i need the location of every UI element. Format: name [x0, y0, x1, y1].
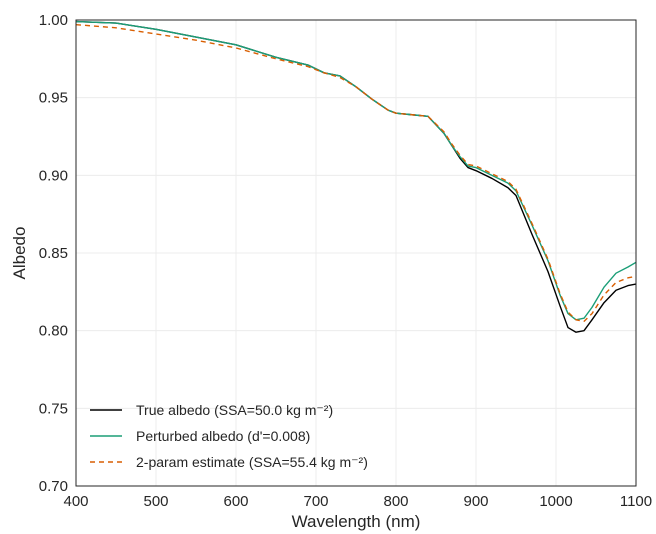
x-tick-label: 500 — [143, 493, 168, 510]
x-tick-label: 400 — [63, 493, 88, 510]
y-tick-labels: 0.70 0.75 0.80 0.85 0.90 0.95 1.00 — [39, 12, 68, 495]
series-lines — [75, 20, 637, 333]
x-tick-label: 900 — [463, 493, 488, 510]
x-tick-labels: 400 500 600 700 800 900 1000 1100 — [63, 493, 652, 510]
y-tick-label: 0.90 — [39, 167, 68, 184]
legend-label-2: 2-param estimate (SSA=55.4 kg m⁻²) — [136, 454, 368, 470]
x-axis-label: Wavelength (nm) — [292, 512, 421, 531]
series-line-1 — [75, 20, 637, 321]
y-axis-label: Albedo — [10, 227, 29, 280]
y-tick-label: 0.95 — [39, 90, 68, 107]
series-line-2 — [75, 23, 637, 323]
x-tick-label: 1100 — [620, 493, 652, 510]
y-tick-label: 0.75 — [39, 400, 68, 417]
x-tick-label: 1000 — [539, 493, 572, 510]
y-tick-label: 1.00 — [39, 12, 68, 29]
y-tick-label: 0.70 — [39, 478, 68, 495]
legend-label-0: True albedo (SSA=50.0 kg m⁻²) — [136, 402, 333, 418]
y-tick-label: 0.85 — [39, 245, 68, 262]
x-tick-label: 700 — [303, 493, 328, 510]
grid — [75, 19, 637, 487]
x-tick-label: 800 — [383, 493, 408, 510]
legend: True albedo (SSA=50.0 kg m⁻²) Perturbed a… — [90, 402, 368, 470]
series-line-0 — [75, 20, 637, 333]
x-tick-label: 600 — [223, 493, 248, 510]
y-tick-label: 0.80 — [39, 323, 68, 340]
legend-label-1: Perturbed albedo (d'=0.008) — [136, 428, 310, 444]
plot-frame — [75, 19, 637, 487]
